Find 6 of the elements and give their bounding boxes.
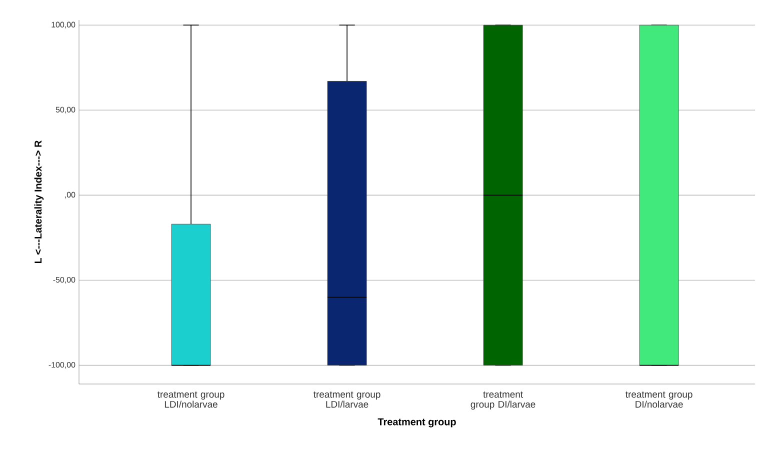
y-axis-title: L <---Laterality Index---> R (34, 140, 44, 264)
x-axis-title: Treatment group (378, 418, 456, 428)
x-tick-label: treatment group LDI/nolarvae (157, 392, 224, 408)
x-tick-label: treatment group DI/nolarvae (626, 392, 692, 408)
x-tick-label: treatment group LDI/larvae (314, 392, 380, 408)
x-tick-label: treatment group DI/larvae (470, 392, 536, 410)
